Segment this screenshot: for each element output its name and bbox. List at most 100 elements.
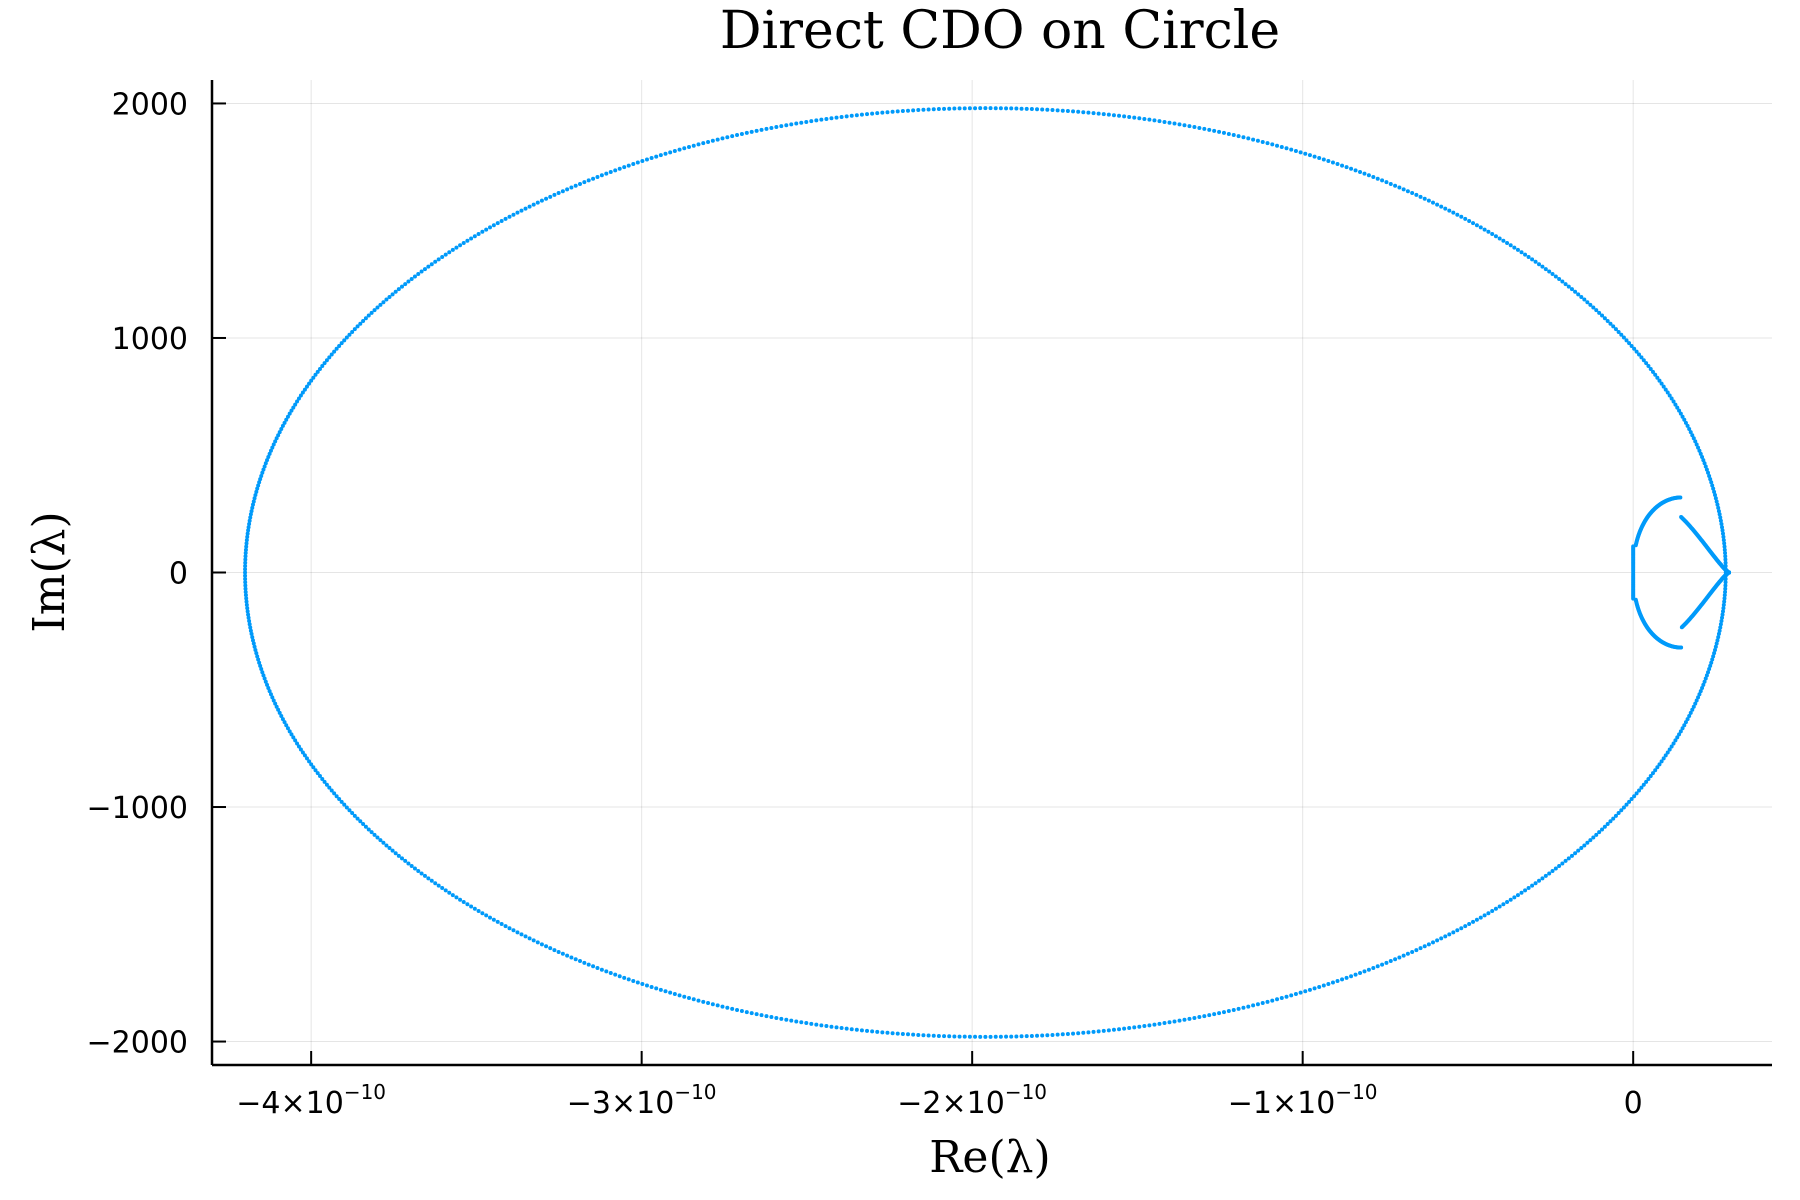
data-point: [1451, 210, 1456, 215]
data-point: [1091, 111, 1096, 116]
data-point: [1702, 461, 1707, 466]
data-point: [1716, 635, 1721, 640]
data-point: [313, 768, 318, 773]
data-point: [422, 267, 427, 272]
data-point: [1177, 1018, 1182, 1023]
data-point: [895, 109, 900, 114]
data-point: [764, 1014, 769, 1019]
data-point: [1111, 113, 1116, 118]
data-point: [1627, 799, 1632, 804]
data-point: [265, 682, 270, 687]
data-point: [1009, 106, 1014, 111]
data-point: [799, 1020, 804, 1025]
data-point: [243, 547, 248, 552]
data-point: [1721, 534, 1726, 539]
data-point: [358, 321, 363, 326]
data-point: [1550, 272, 1555, 277]
data-point: [622, 975, 627, 980]
data-point: [759, 127, 764, 132]
data-point: [1563, 282, 1568, 287]
data-point: [1693, 701, 1698, 706]
data-point: [393, 851, 398, 856]
data-point: [491, 917, 496, 922]
data-point: [1471, 919, 1476, 924]
data-point: [1716, 505, 1721, 510]
data-point: [1505, 899, 1510, 904]
data-point: [1106, 112, 1111, 117]
data-point: [469, 236, 474, 241]
data-point: [865, 1028, 870, 1033]
data-point: [1463, 924, 1468, 929]
data-point: [257, 480, 262, 485]
data-point: [911, 108, 916, 113]
data-point: [1358, 169, 1363, 174]
data-point: [1024, 106, 1029, 111]
data-point: [249, 509, 254, 514]
data-point: [469, 904, 474, 909]
data-point: [375, 305, 380, 310]
data-point: [658, 153, 663, 158]
data-point: [1716, 631, 1721, 636]
data-point: [1709, 480, 1714, 485]
data-point: [527, 936, 532, 941]
data-point: [1321, 983, 1326, 988]
data-point: [1293, 148, 1298, 153]
data-point: [1435, 202, 1440, 207]
data-point: [1540, 876, 1545, 881]
data-point: [1613, 327, 1618, 332]
data-point: [1655, 765, 1660, 770]
data-point: [1435, 938, 1440, 943]
data-point: [1167, 1020, 1172, 1025]
data-point: [339, 341, 344, 346]
data-point: [1543, 267, 1548, 272]
data-point: [1270, 998, 1275, 1003]
data-point: [440, 255, 445, 259]
data-point: [1523, 888, 1528, 893]
data-point: [1722, 541, 1727, 546]
x-tick-exponent: −10: [1005, 1080, 1047, 1104]
data-point: [523, 206, 528, 211]
data-point: [1605, 318, 1610, 323]
data-point: [1694, 442, 1699, 447]
data-point: [604, 171, 609, 176]
data-point: [350, 329, 355, 334]
data-point: [1641, 358, 1646, 363]
data-point: [1303, 151, 1308, 156]
data-point: [523, 934, 528, 939]
data-point: [1132, 115, 1137, 120]
data-point: [252, 496, 257, 501]
data-point: [381, 840, 386, 845]
data-point: [250, 638, 255, 643]
data-point: [260, 470, 265, 475]
x-axis-label: Re(λ): [929, 1132, 1050, 1183]
data-point: [1255, 1002, 1260, 1007]
data-point: [1335, 978, 1340, 983]
data-point: [809, 119, 814, 124]
data-point: [247, 518, 252, 523]
data-point: [244, 596, 249, 601]
data-point: [243, 554, 248, 559]
data-point: [1720, 528, 1725, 533]
data-point: [1669, 744, 1674, 749]
data-point: [311, 765, 316, 770]
data-point: [1597, 830, 1602, 835]
data-point: [243, 573, 248, 578]
data-point: [1650, 771, 1655, 776]
data-point: [1718, 515, 1723, 520]
data-point: [1490, 909, 1495, 913]
data-point: [548, 194, 553, 199]
data-point: [248, 625, 253, 630]
data-point: [668, 990, 673, 995]
data-point: [677, 993, 682, 998]
data-point: [1634, 791, 1639, 796]
data-point: [880, 110, 885, 115]
data-point: [250, 502, 255, 507]
data-point: [488, 915, 493, 920]
data-point: [1515, 247, 1520, 252]
data-point: [672, 992, 677, 997]
data-point: [251, 499, 256, 504]
data-point: [495, 221, 500, 226]
data-point: [1621, 335, 1626, 340]
data-point: [556, 191, 561, 196]
data-point: [304, 384, 309, 389]
